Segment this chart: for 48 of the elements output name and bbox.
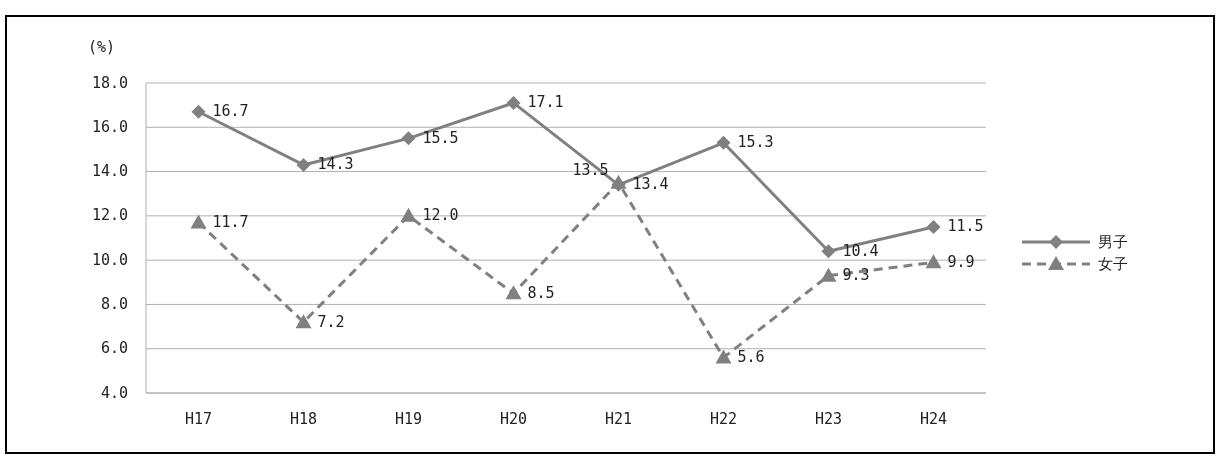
point — [926, 219, 941, 234]
y-tick-label: 18.0 — [91, 73, 128, 92]
y-tick-label: 10.0 — [91, 250, 128, 269]
point — [295, 314, 312, 329]
y-tick-label: 16.0 — [91, 117, 128, 136]
x-tick-label: H21 — [604, 409, 633, 428]
x-tick-label: H17 — [184, 409, 213, 428]
point — [820, 267, 837, 282]
point — [821, 244, 836, 259]
x-tick-label: H19 — [394, 409, 423, 428]
data-label: 7.2 — [317, 312, 345, 331]
y-tick-label: 12.0 — [91, 206, 128, 225]
y-tick-label: 6.0 — [100, 339, 128, 358]
point — [506, 95, 521, 110]
data-label: 13.4 — [632, 175, 669, 194]
data-label: 14.3 — [317, 155, 354, 174]
data-label: 10.4 — [842, 241, 879, 260]
x-tick-label: H18 — [289, 409, 318, 428]
x-tick-label: H22 — [709, 409, 738, 428]
data-label: 15.3 — [737, 133, 774, 152]
data-label: 15.5 — [422, 128, 459, 147]
data-label: 9.9 — [947, 252, 975, 271]
point — [191, 104, 206, 119]
data-label: 11.7 — [212, 213, 249, 231]
legend-label: 男子 — [1098, 232, 1128, 251]
point — [716, 135, 731, 150]
legend-label: 女子 — [1098, 254, 1128, 273]
point — [190, 214, 207, 229]
point — [925, 254, 942, 269]
y-tick-label: 14.0 — [91, 162, 128, 181]
point — [505, 285, 522, 300]
data-label: 17.1 — [527, 93, 564, 112]
data-label: 8.5 — [527, 283, 555, 302]
point — [715, 349, 732, 364]
data-label: 9.3 — [842, 266, 870, 285]
x-tick-label: H20 — [499, 409, 528, 428]
y-tick-label: 4.0 — [100, 383, 128, 402]
data-label: 5.6 — [737, 348, 765, 367]
x-tick-label: H23 — [814, 409, 843, 428]
point — [401, 131, 416, 146]
point — [400, 207, 417, 222]
y-axis-title: (%) — [88, 37, 116, 56]
data-label: 12.0 — [422, 206, 459, 225]
x-tick-label: H24 — [919, 409, 948, 428]
point — [296, 157, 311, 172]
data-label: 16.7 — [212, 102, 249, 121]
y-tick-label: 8.0 — [100, 294, 128, 313]
data-label: 11.5 — [947, 217, 984, 236]
